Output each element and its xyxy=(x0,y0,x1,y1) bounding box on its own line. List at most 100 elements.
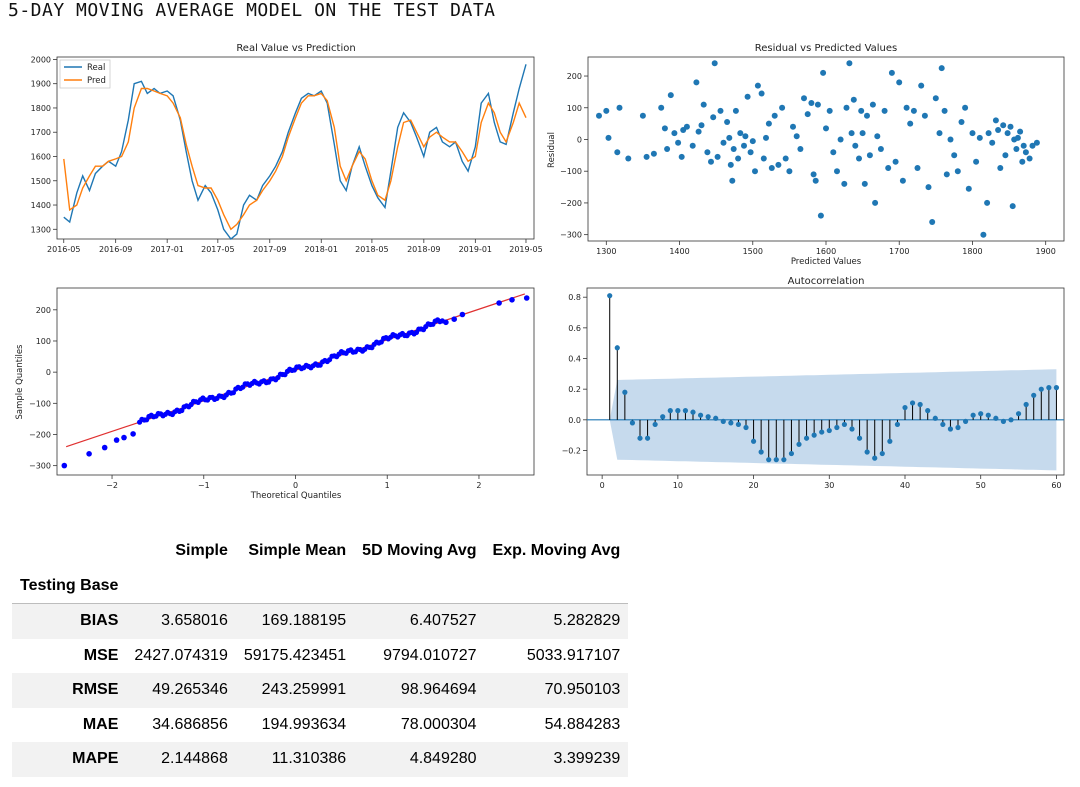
residual-point xyxy=(941,107,948,114)
residual-point xyxy=(864,112,870,119)
acf-marker xyxy=(834,424,840,431)
residual-point xyxy=(817,212,824,219)
y-tick-label: 100 xyxy=(567,104,582,113)
residual-point xyxy=(954,168,961,175)
residual-vs-pred-chart: Residual vs Predicted Values −300 −200 −10… xyxy=(547,43,1065,267)
x-tick-label: 1600 xyxy=(816,247,836,256)
residual-point xyxy=(858,107,865,114)
y-tick-label: 0 xyxy=(46,368,51,377)
residual-point xyxy=(727,161,734,168)
residual-point xyxy=(910,107,917,114)
residual-point xyxy=(763,134,769,141)
y-tick-label: 100 xyxy=(36,337,51,346)
table-cell: 5.282829 xyxy=(553,612,621,630)
residual-point xyxy=(732,107,739,114)
residual-point xyxy=(625,155,632,162)
acf-marker xyxy=(660,414,666,420)
acf-marker xyxy=(925,408,931,414)
acf-chart: Autocorrelation −0.2 0.0 0.2 0.4 0.6 0.8 0 10 20… xyxy=(562,276,1065,490)
table-row: BIAS 3.658016 169.188195 6.407527 5.2828… xyxy=(12,603,629,639)
residual-point xyxy=(683,123,690,130)
residual-point xyxy=(943,171,950,178)
residual-point xyxy=(1013,146,1020,152)
residual-point xyxy=(812,177,819,184)
residual-point xyxy=(823,125,829,132)
qq-plot-chart: −300 −200 −100 0 100 200 −2 −1 0 1 2 Theoretical Q… xyxy=(15,287,535,501)
residual-point xyxy=(973,158,980,165)
table-header-row: Simple Simple Mean 5D Moving Avg Exp. Mo… xyxy=(12,534,628,569)
y-tick-label: 0.0 xyxy=(568,416,581,425)
residual-point xyxy=(888,69,895,76)
acf-marker xyxy=(788,450,795,457)
residual-point xyxy=(861,180,868,187)
residual-point xyxy=(938,65,945,72)
residual-point xyxy=(752,168,758,175)
acf-marker xyxy=(796,441,802,447)
residual-point xyxy=(899,177,906,184)
acf-marker xyxy=(713,415,719,421)
y-tick-label: −200 xyxy=(29,430,51,439)
residual-point xyxy=(639,112,646,119)
residual-point xyxy=(790,123,796,130)
acf-marker xyxy=(1008,417,1014,423)
acf-marker xyxy=(955,424,961,431)
quantile-point xyxy=(101,444,108,451)
residual-point xyxy=(914,165,921,171)
quantile-point xyxy=(443,319,449,326)
residual-point xyxy=(616,104,623,111)
residual-point xyxy=(667,92,674,99)
acf-marker xyxy=(1053,385,1060,391)
residual-point xyxy=(726,134,733,141)
acf-marker xyxy=(644,435,651,441)
residual-point xyxy=(786,168,793,175)
residual-point xyxy=(708,158,714,165)
residual-point xyxy=(810,171,817,178)
y-tick-label: −300 xyxy=(29,462,51,471)
table-row: MAPE 2.144868 11.310386 4.849280 3.39923… xyxy=(12,742,629,777)
residual-point xyxy=(965,185,972,192)
x-tick-label: 2018-09 xyxy=(407,245,440,254)
acf-marker xyxy=(856,435,863,441)
row-label: MAPE xyxy=(72,750,119,768)
acf-marker xyxy=(849,426,855,432)
residual-point xyxy=(846,60,853,67)
residual-point xyxy=(859,130,866,137)
x-tick-label: 1300 xyxy=(596,247,616,256)
x-axis-label: Predicted Values xyxy=(791,257,862,267)
x-tick-label: −1 xyxy=(198,481,210,490)
legend-pred-label: Pred xyxy=(87,76,106,86)
plot-frame xyxy=(56,56,535,240)
y-tick-label: −100 xyxy=(29,399,51,408)
residual-point xyxy=(658,104,665,111)
x-tick-label: 2016-09 xyxy=(99,245,132,254)
y-tick-label: 0.6 xyxy=(568,324,581,333)
table-row: MSE 2427.074319 59175.423451 9794.010727… xyxy=(12,639,628,674)
y-tick-label: 1700 xyxy=(31,128,51,137)
residual-point xyxy=(747,149,754,156)
acf-marker xyxy=(614,345,620,351)
chart-title: Real Value vs Prediction xyxy=(236,43,355,54)
x-tick-label: 2016-05 xyxy=(47,245,80,254)
residual-point xyxy=(768,165,775,171)
residual-point xyxy=(1022,149,1029,156)
y-tick-label: 2000 xyxy=(31,55,51,64)
plot-frame xyxy=(586,287,1065,476)
residual-point xyxy=(693,79,700,86)
quantile-point xyxy=(459,311,466,318)
residual-point xyxy=(852,142,859,149)
table-cell: 6.407527 xyxy=(409,612,477,630)
y-tick-label: 1600 xyxy=(31,152,51,161)
residual-point xyxy=(1007,123,1014,130)
residual-point xyxy=(1000,122,1007,129)
residual-point xyxy=(1033,139,1040,146)
y-tick-label: 0 xyxy=(577,135,582,144)
residual-point xyxy=(841,180,848,187)
table-cell: 2427.074319 xyxy=(134,646,228,664)
residual-point xyxy=(958,119,965,125)
x-tick-label: 2019-01 xyxy=(459,245,492,254)
y-tick-label: 1400 xyxy=(31,201,51,210)
residual-point xyxy=(1002,152,1009,159)
quantile-point xyxy=(496,300,502,306)
table-cell: 5033.917107 xyxy=(526,646,621,664)
acf-marker xyxy=(690,409,696,415)
